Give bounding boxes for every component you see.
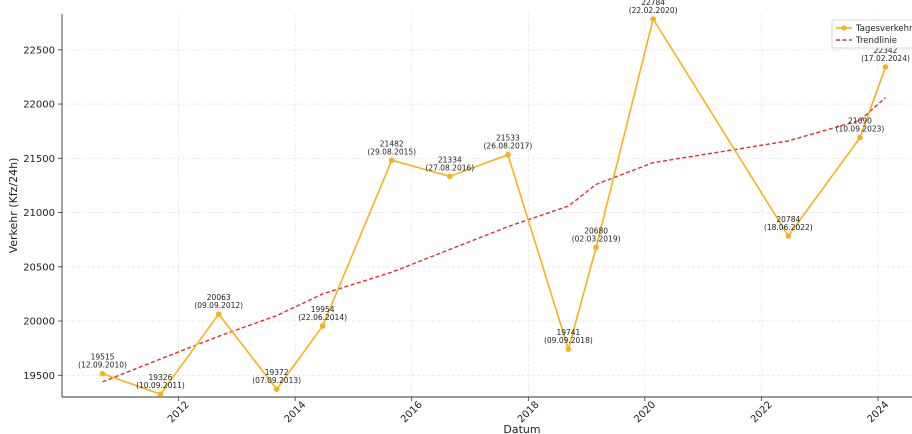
- y-axis-title: Verkehr (Kfz/24h): [7, 158, 20, 254]
- data-label-value: 21690: [848, 117, 872, 126]
- data-label-date: (12.09.2010): [78, 361, 127, 370]
- data-label-date: (09.09.2018): [544, 336, 593, 345]
- data-label-date: (10.09.2011): [136, 381, 185, 390]
- data-label-date: (17.02.2024): [861, 54, 910, 63]
- data-point: [785, 233, 792, 239]
- data-label-date: (22.02.2020): [629, 6, 678, 15]
- data-label-date: (26.08.2017): [484, 142, 533, 151]
- data-label-date: (22.06.2014): [298, 313, 347, 322]
- data-label-value: 22784: [641, 0, 665, 7]
- y-tick-label: 22500: [23, 45, 55, 56]
- data-label-value: 20680: [584, 226, 608, 235]
- data-label-value: 19326: [149, 373, 173, 382]
- y-tick-label: 20500: [23, 262, 55, 273]
- data-labels: 19515(12.09.2010)19326(10.09.2011)20063(…: [78, 0, 910, 390]
- series: [99, 16, 889, 397]
- data-label-value: 22342: [874, 46, 898, 55]
- x-tick-label: 2018: [516, 399, 542, 425]
- trendline-series-line: [102, 97, 886, 383]
- data-point: [447, 173, 453, 180]
- data-label-value: 20784: [776, 215, 800, 224]
- data-label-value: 19515: [91, 353, 115, 362]
- data-point: [99, 370, 106, 377]
- y-tick-label: 22000: [23, 100, 55, 111]
- y-tick-label: 20000: [23, 317, 55, 328]
- data-point: [857, 134, 863, 141]
- data-point: [319, 323, 326, 329]
- x-tick-label: 2022: [749, 399, 775, 425]
- data-point: [650, 16, 656, 22]
- data-label-date: (09.09.2012): [194, 301, 243, 310]
- legend-box: [831, 19, 912, 49]
- data-point: [882, 64, 889, 70]
- data-label-value: 21533: [496, 134, 520, 143]
- data-label-date: (02.03.2019): [572, 234, 621, 243]
- legend-marker-tagesverkehr: [841, 25, 847, 31]
- legend-label-trendlinie: Trendlinie: [855, 36, 897, 46]
- data-point: [157, 391, 164, 397]
- data-label-date: (29.08.2015): [367, 147, 416, 156]
- x-axis-title: Datum: [503, 423, 540, 434]
- tagesverkehr-series-line: [102, 16, 887, 396]
- data-label-date: (10.09.2023): [836, 125, 885, 134]
- data-label-date: (27.08.2016): [425, 163, 474, 172]
- x-tick-label: 2012: [166, 399, 192, 425]
- data-label-value: 19954: [311, 305, 335, 314]
- data-label-value: 21334: [438, 155, 462, 164]
- y-tick-label: 21000: [23, 208, 55, 219]
- legend: Tagesverkehr Trendlinie: [831, 19, 912, 49]
- data-label-date: (07.09.2013): [252, 376, 301, 385]
- data-label-value: 21482: [380, 139, 404, 148]
- x-tick-label: 2024: [865, 399, 891, 425]
- y-tick-label: 21500: [23, 154, 55, 165]
- data-point: [593, 244, 599, 251]
- data-label-value: 19741: [556, 328, 580, 337]
- data-label-value: 20063: [207, 293, 231, 302]
- data-point: [388, 157, 395, 164]
- data-point: [215, 311, 222, 318]
- data-label-date: (18.06.2022): [764, 223, 813, 232]
- x-tick-label: 2020: [632, 399, 658, 425]
- x-tick-label: 2014: [283, 399, 309, 425]
- data-point: [273, 386, 280, 392]
- x-tick-label: 2016: [399, 399, 425, 425]
- legend-label-tagesverkehr: Tagesverkehr: [855, 24, 912, 34]
- data-point: [505, 151, 511, 158]
- y-tick-label: 19500: [23, 371, 55, 382]
- data-point: [565, 346, 572, 352]
- data-label-value: 19372: [265, 368, 289, 377]
- grid: [62, 14, 912, 397]
